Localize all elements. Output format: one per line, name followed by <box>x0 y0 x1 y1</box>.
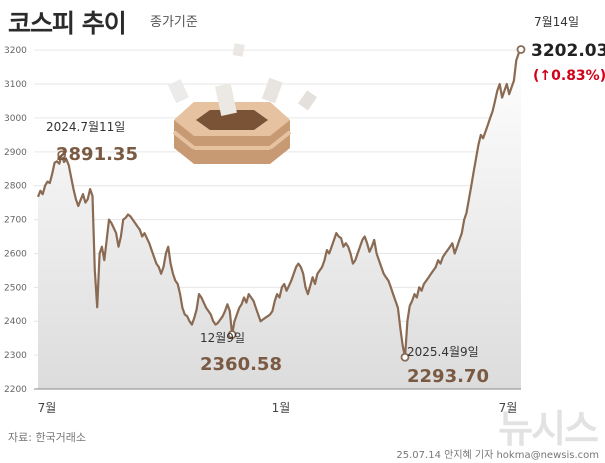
x-axis: 7월 1월 7월 <box>34 388 521 415</box>
annotation-marker <box>400 352 410 362</box>
y-tick-label: 2700 <box>4 216 27 226</box>
watermark: 뉴시스 <box>498 407 599 451</box>
chart-title: 코스피 추이 <box>8 9 127 38</box>
annotation-date: 12월9일 <box>200 331 245 345</box>
change-label: (↑0.83%) <box>533 68 605 84</box>
source-note: 자료: 한국거래소 <box>8 431 87 444</box>
x-tick-label: 1월 <box>272 401 291 415</box>
y-tick-label: 2500 <box>4 283 27 293</box>
y-tick-label: 3000 <box>4 114 27 124</box>
y-tick-label: 2800 <box>4 182 27 192</box>
area-fill <box>38 49 521 389</box>
annotation-value: 3202.03 <box>531 41 605 61</box>
y-tick-label: 3200 <box>4 46 27 56</box>
x-tick-label: 7월 <box>38 401 57 415</box>
annotation-marker <box>516 45 526 54</box>
annotation-value: 2891.35 <box>56 144 138 165</box>
x-tick-label: 7월 <box>499 401 518 415</box>
credit-note: 25.07.14 안지혜 기자 hokma@newsis.com <box>396 450 599 461</box>
annotation-date: 2025.4월9일 <box>407 345 479 359</box>
y-tick-label: 2900 <box>4 148 27 158</box>
y-tick-label: 2400 <box>4 317 27 327</box>
y-tick-label: 3100 <box>4 80 27 90</box>
ballot-box-illustration <box>167 43 318 164</box>
annotation-date: 7월14일 <box>534 15 579 29</box>
annotation-labels: 2024.7월11일 2891.35 12월9일 2360.58 2025.4월9일 22… <box>46 15 605 387</box>
annotation-date: 2024.7월11일 <box>46 120 125 134</box>
y-tick-label: 2200 <box>4 385 27 395</box>
annotation-markers <box>57 45 526 362</box>
y-tick-label: 2600 <box>4 249 27 259</box>
annotation-marker <box>57 150 67 160</box>
series-line <box>36 48 522 359</box>
annotation-value: 2293.70 <box>407 366 489 387</box>
y-axis: 2200 2300 2400 2500 2600 2700 2800 2900 3000 3100… <box>4 46 27 395</box>
annotation-marker <box>227 330 237 339</box>
chart-subtitle: 종가기준 <box>150 15 198 30</box>
y-tick-label: 2300 <box>4 351 27 361</box>
annotation-value: 2360.58 <box>200 354 282 375</box>
